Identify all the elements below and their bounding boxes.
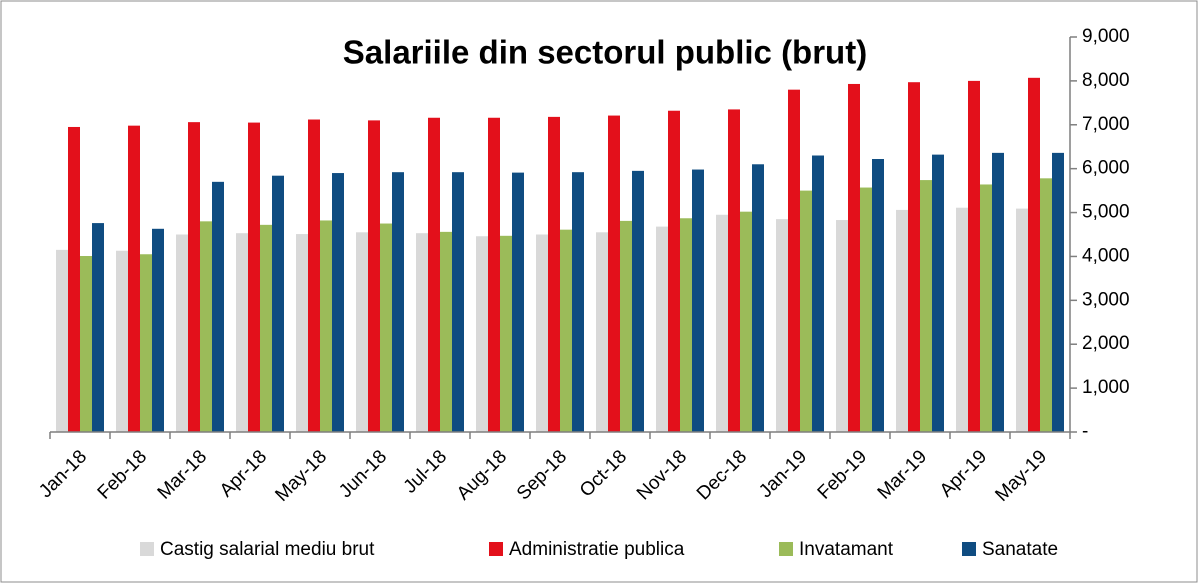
bar bbox=[872, 159, 884, 432]
bar bbox=[776, 219, 788, 432]
bar bbox=[80, 256, 92, 432]
bar bbox=[656, 226, 668, 432]
bar bbox=[176, 234, 188, 432]
bar bbox=[896, 209, 908, 432]
bar bbox=[572, 172, 584, 432]
bar bbox=[560, 229, 572, 432]
bar bbox=[740, 211, 752, 432]
bar bbox=[236, 233, 248, 432]
y-tick-label: - bbox=[1082, 421, 1088, 442]
bar bbox=[356, 232, 368, 432]
bar bbox=[680, 218, 692, 432]
bar bbox=[1028, 77, 1040, 433]
y-tick-label: 3,000 bbox=[1082, 289, 1130, 310]
y-tick-label: 7,000 bbox=[1082, 114, 1130, 135]
bar bbox=[980, 184, 992, 432]
legend-swatch bbox=[140, 542, 154, 556]
bar bbox=[416, 233, 428, 432]
bar bbox=[248, 122, 260, 432]
bar bbox=[1016, 208, 1028, 432]
bar bbox=[272, 175, 284, 432]
y-tick-label: 9,000 bbox=[1082, 26, 1130, 47]
bar bbox=[596, 232, 608, 432]
legend-swatch bbox=[779, 542, 793, 556]
bar bbox=[752, 164, 764, 432]
bar bbox=[800, 190, 812, 432]
bar bbox=[128, 125, 140, 433]
legend-label: Sanatate bbox=[982, 539, 1058, 560]
bar bbox=[212, 181, 224, 432]
bar bbox=[848, 83, 860, 432]
bar bbox=[812, 155, 824, 432]
bar bbox=[608, 115, 620, 433]
bar bbox=[860, 187, 872, 432]
bar bbox=[992, 152, 1004, 432]
bar bbox=[920, 180, 932, 432]
legend-label: Invatamant bbox=[799, 539, 894, 560]
bar bbox=[500, 235, 512, 432]
bar bbox=[380, 223, 392, 432]
bar bbox=[92, 223, 104, 432]
bar bbox=[116, 250, 128, 432]
bar bbox=[716, 214, 728, 432]
y-tick-label: 5,000 bbox=[1082, 202, 1130, 223]
bar bbox=[368, 120, 380, 432]
bar bbox=[620, 220, 632, 432]
bar bbox=[296, 234, 308, 432]
bar bbox=[536, 234, 548, 432]
bar bbox=[632, 170, 644, 432]
legend-label: Administratie publica bbox=[509, 539, 685, 560]
bar bbox=[1052, 152, 1064, 432]
bar bbox=[152, 228, 164, 432]
bar bbox=[260, 224, 272, 432]
bar bbox=[452, 172, 464, 432]
bar bbox=[440, 231, 452, 432]
bar bbox=[332, 173, 344, 433]
bar bbox=[68, 126, 80, 432]
y-tick-label: 6,000 bbox=[1082, 158, 1130, 179]
bar bbox=[908, 82, 920, 432]
bar bbox=[488, 117, 500, 432]
y-tick-label: 2,000 bbox=[1082, 333, 1130, 354]
y-tick-label: 1,000 bbox=[1082, 377, 1130, 398]
bar bbox=[788, 89, 800, 433]
y-tick-label: 4,000 bbox=[1082, 245, 1130, 266]
bar bbox=[956, 207, 968, 432]
bar bbox=[308, 119, 320, 432]
legend-swatch bbox=[962, 542, 976, 556]
legend-swatch bbox=[489, 542, 503, 556]
bar bbox=[320, 220, 332, 432]
bar bbox=[668, 110, 680, 432]
bar bbox=[728, 109, 740, 433]
bar bbox=[476, 236, 488, 432]
bar bbox=[968, 80, 980, 432]
legend-label: Castig salarial mediu brut bbox=[160, 539, 375, 560]
bar bbox=[692, 169, 704, 433]
chart-title: Salariile din sectorul public (brut) bbox=[343, 34, 867, 71]
bar bbox=[188, 122, 200, 433]
bar bbox=[836, 220, 848, 432]
y-tick-label: 8,000 bbox=[1082, 70, 1130, 91]
bar bbox=[200, 221, 212, 432]
bar bbox=[428, 117, 440, 432]
bar bbox=[1040, 178, 1052, 432]
bar bbox=[512, 172, 524, 432]
bar bbox=[932, 154, 944, 432]
bar bbox=[56, 249, 68, 432]
bar bbox=[140, 254, 152, 432]
bar bbox=[392, 172, 404, 432]
bar bbox=[548, 116, 560, 432]
